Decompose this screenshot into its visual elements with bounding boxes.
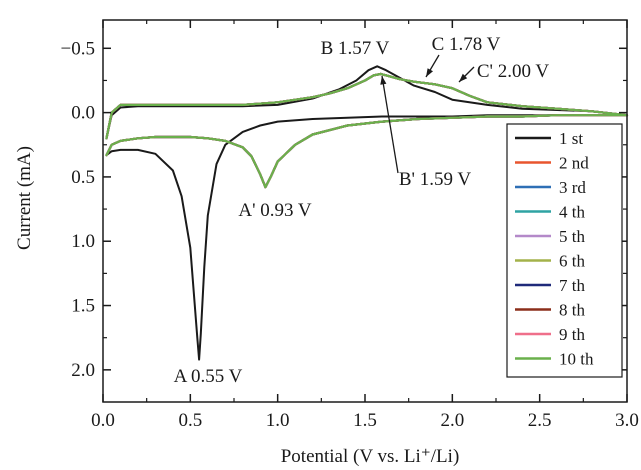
y-axis-label: Current (mA): [14, 146, 35, 250]
y-tick-label: 2.0: [71, 360, 95, 381]
annotation-label: B' 1.59 V: [399, 169, 472, 190]
legend-label: 5 th: [559, 227, 585, 246]
y-tick-label: 1.0: [71, 231, 95, 252]
x-tick-label: 2.0: [440, 410, 464, 431]
annotation-label: B 1.57 V: [321, 38, 390, 59]
x-tick-label: 1.5: [353, 410, 377, 431]
legend-label: 1 st: [559, 129, 583, 148]
legend-label: 9 th: [559, 325, 585, 344]
legend-label: 8 th: [559, 301, 585, 320]
x-tick-label: 1.0: [266, 410, 290, 431]
x-axis-label: Potential (V vs. Li⁺/Li): [281, 446, 460, 467]
x-tick-label: 3.0: [615, 410, 639, 431]
x-tick-label: 2.5: [528, 410, 552, 431]
x-tick-label: 0.0: [91, 410, 115, 431]
annotation-label: C 1.78 V: [432, 34, 501, 55]
legend-label: 4 th: [559, 203, 585, 222]
legend-label: 7 th: [559, 276, 585, 295]
legend-label: 3 rd: [559, 178, 586, 197]
annotation-arrowhead: [380, 76, 387, 85]
plot-area: 0.0 0.5 1.0 1.5 2.0 2.5 3.0 −0.5 0.0 0.5 1.0 1.5 2.0…: [61, 19, 639, 431]
y-tick-label: 1.5: [71, 296, 95, 317]
annotation-arrow: [381, 75, 399, 174]
y-tick-label: −0.5: [61, 38, 95, 59]
legend-label: 6 th: [559, 252, 585, 271]
annotation-arrowhead: [459, 73, 468, 82]
series-line: [105, 72, 629, 189]
x-tick-label: 0.5: [178, 410, 202, 431]
annotation-label: A 0.55 V: [174, 366, 243, 387]
legend-label: 2 nd: [559, 154, 589, 173]
legend-label: 10 th: [559, 350, 594, 369]
annotation-label: A' 0.93 V: [238, 200, 312, 221]
annotation-arrowhead: [426, 68, 433, 77]
annotation-label: C' 2.00 V: [477, 61, 550, 82]
y-tick-label: 0.5: [71, 167, 95, 188]
y-tick-label: 0.0: [71, 103, 95, 124]
